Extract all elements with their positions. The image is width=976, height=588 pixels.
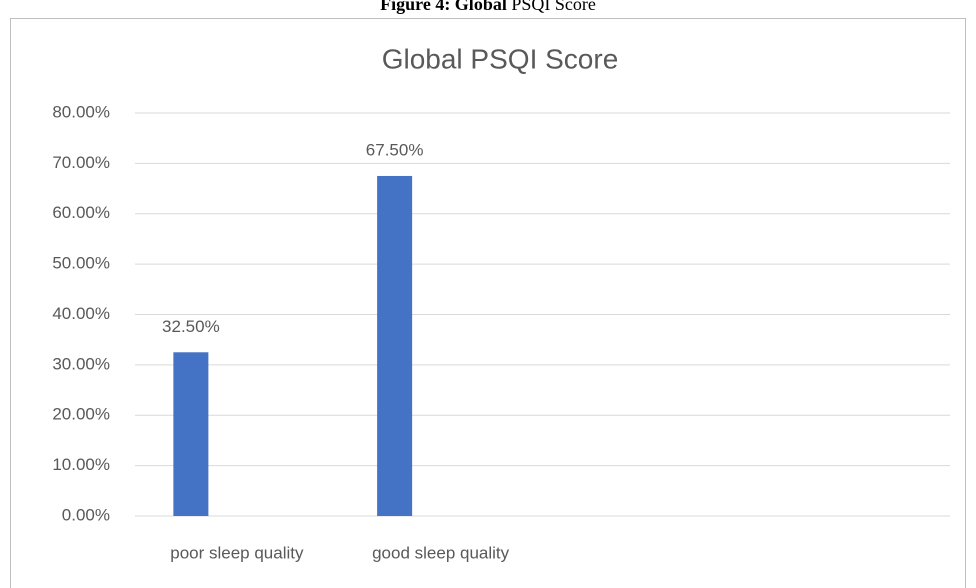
chart-border — [10, 18, 966, 588]
data-label: 32.50% — [162, 317, 220, 336]
figure-caption: Figure 4: Global PSQI Score — [380, 0, 596, 14]
caption-text: PSQI Score — [511, 0, 596, 14]
y-tick-label: 70.00% — [52, 153, 110, 172]
y-tick-label: 80.00% — [52, 102, 110, 121]
chart-title: Global PSQI Score — [382, 43, 619, 74]
y-tick-label: 60.00% — [52, 203, 110, 222]
y-tick-label: 50.00% — [52, 254, 110, 273]
bar — [173, 352, 209, 516]
y-tick-label: 10.00% — [52, 455, 110, 474]
data-label: 67.50% — [366, 140, 424, 159]
y-tick-label: 20.00% — [52, 405, 110, 424]
caption-bold: Figure 4: Global — [380, 0, 507, 14]
y-tick-label: 0.00% — [62, 505, 110, 524]
bar — [377, 175, 413, 516]
y-tick-label: 30.00% — [52, 354, 110, 373]
x-tick-label: poor sleep quality — [170, 543, 304, 562]
y-tick-label: 40.00% — [52, 304, 110, 323]
x-tick-label: good sleep quality — [372, 543, 510, 562]
